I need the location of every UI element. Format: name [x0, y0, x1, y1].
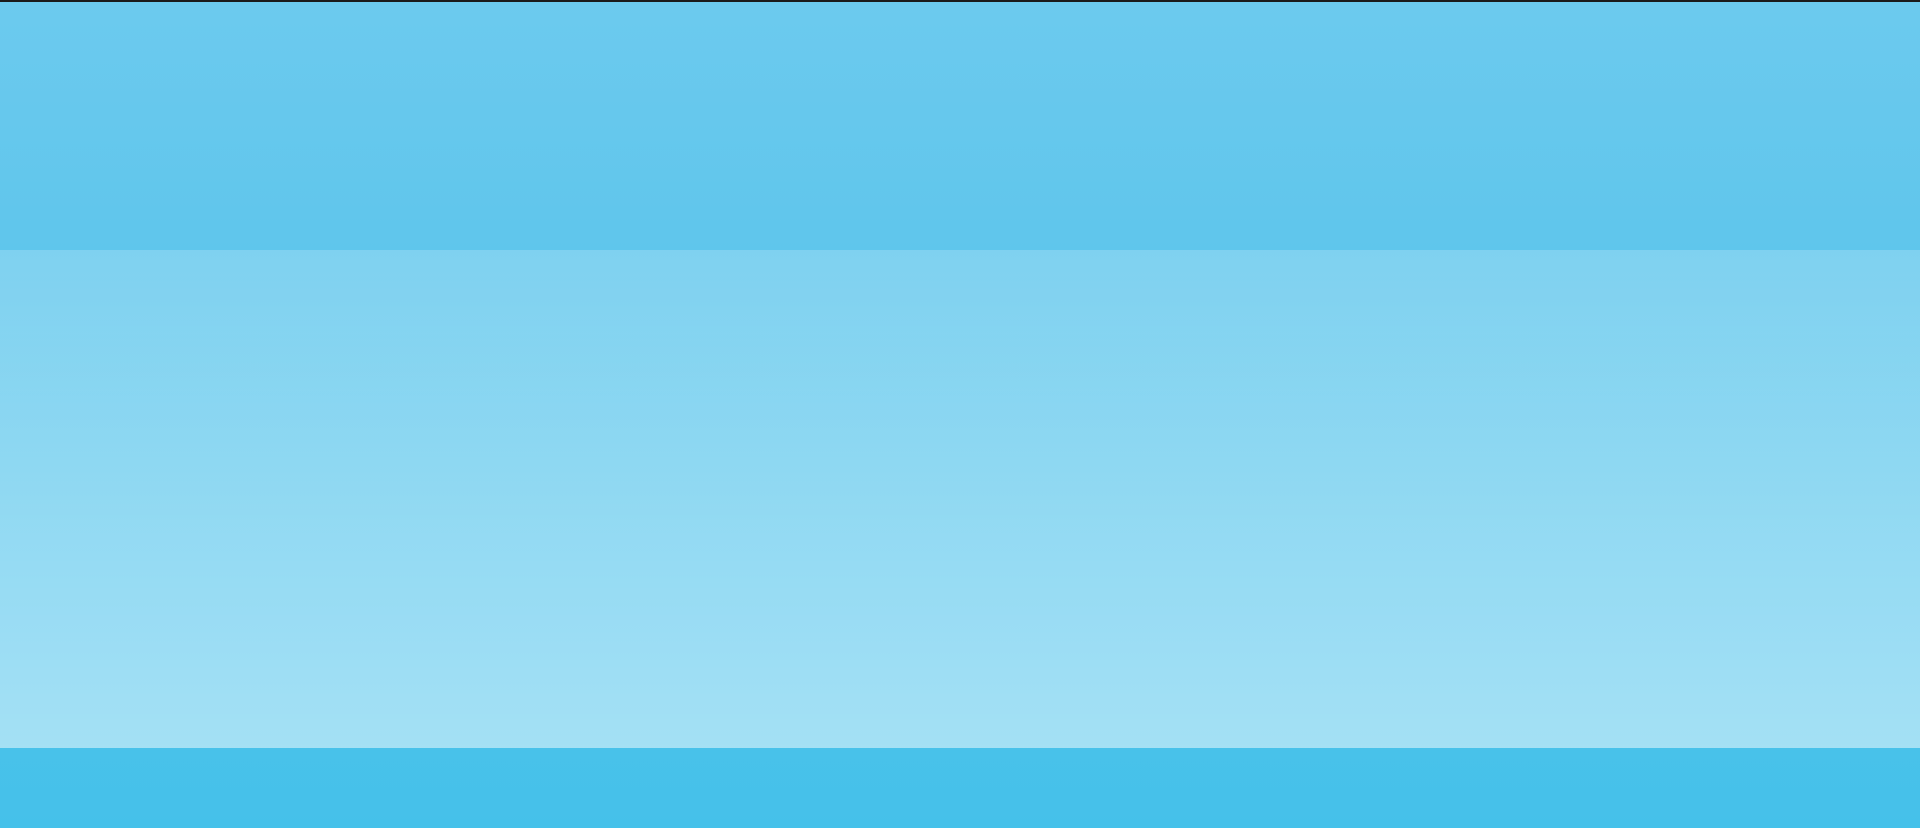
bottom-axis-line — [0, 0, 1920, 2]
